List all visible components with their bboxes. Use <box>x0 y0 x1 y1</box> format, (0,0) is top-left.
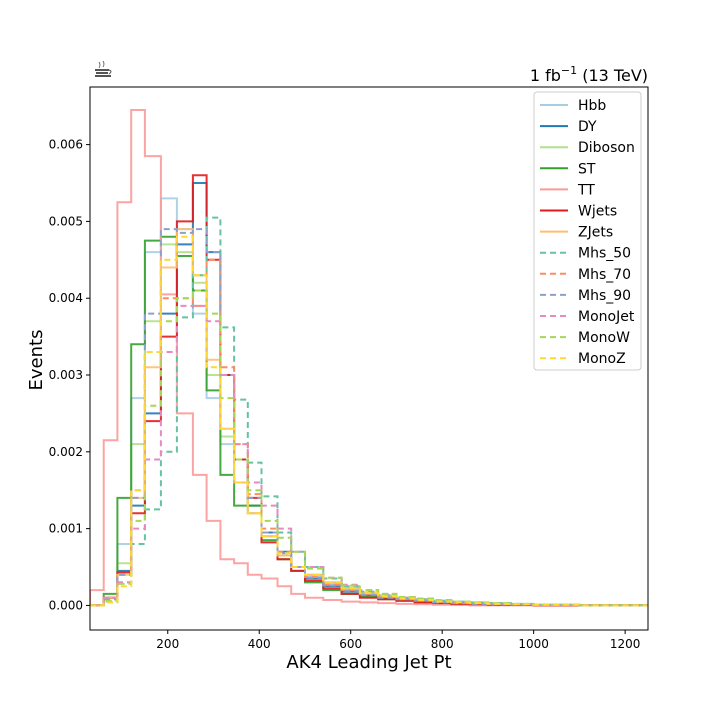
lumi-value: 1 fb <box>530 66 561 85</box>
legend-label-zjets: ZJets <box>578 225 613 241</box>
x-tick-label: 200 <box>156 637 179 651</box>
legend-label-st: ST <box>578 161 596 177</box>
legend-label-monoz: MonoZ <box>578 351 626 367</box>
legend-label-mhs-50: Mhs_50 <box>578 246 631 262</box>
legend-label-monow: MonoW <box>578 330 630 346</box>
series-layer <box>90 109 648 607</box>
legend-label-monojet: MonoJet <box>578 309 635 325</box>
y-tick-label: 0.000 <box>49 598 83 612</box>
x-axis: 200 400 600 800 1000 1200 <box>156 630 640 651</box>
y-tick-label: 0.003 <box>49 368 83 382</box>
lumi-energy: (13 TeV) <box>577 66 648 85</box>
legend-label-mhs-90: Mhs_90 <box>578 288 631 304</box>
x-axis-title: AK4 Leading Jet Pt <box>286 652 451 673</box>
legend-label-dy: DY <box>578 119 597 135</box>
y-tick-label: 0.005 <box>49 214 83 228</box>
series-tt-line <box>90 109 648 607</box>
y-tick-label: 0.004 <box>49 291 83 305</box>
legend-label-diboson: Diboson <box>578 140 635 156</box>
series-monoz-line <box>90 235 648 607</box>
y-tick-label: 0.002 <box>49 445 83 459</box>
lumi-exponent: −1 <box>561 64 577 77</box>
lumi-label: 1 fb−1 (13 TeV) <box>530 64 648 85</box>
legend: Hbb DY Diboson ST TT Wjets ZJets Mhs_50 Mhs_70 Mh… <box>533 91 642 371</box>
x-tick-label: 1200 <box>610 637 641 651</box>
legend-box <box>533 91 642 371</box>
x-tick-label: 600 <box>339 637 362 651</box>
legend-label-tt: TT <box>577 182 595 198</box>
y-tick-label: 0.001 <box>49 522 83 536</box>
legend-label-hbb: Hbb <box>578 98 606 114</box>
coffee-cup-icon <box>95 60 112 77</box>
y-axis-title: Events <box>26 330 47 391</box>
plot-frame <box>89 86 649 631</box>
legend-label-wjets: Wjets <box>578 204 617 220</box>
legend-label-mhs-70: Mhs_70 <box>578 267 631 283</box>
x-tick-label: 800 <box>431 637 454 651</box>
x-tick-label: 1000 <box>518 637 549 651</box>
x-tick-label: 400 <box>248 637 271 651</box>
y-tick-label: 0.006 <box>49 138 83 152</box>
y-axis: 0.000 0.001 0.002 0.003 0.004 0.005 0.006 <box>49 138 90 612</box>
